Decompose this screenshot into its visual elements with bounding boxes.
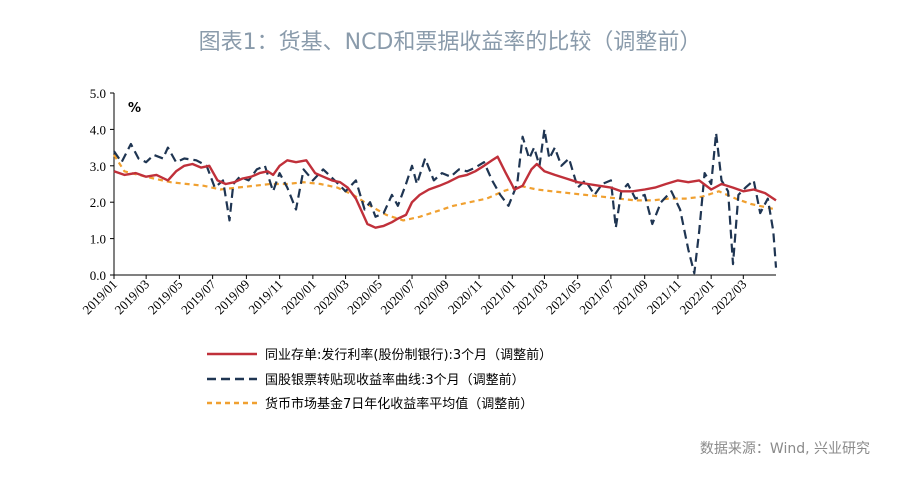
- x-tick-label: 2021/05: [543, 277, 584, 318]
- series-line-1: [113, 155, 777, 229]
- x-tick-label: 2019/11: [245, 277, 285, 317]
- legend-label-2: 国股银票转贴现收益率曲线:3个月（调整前）: [265, 372, 525, 388]
- legend-label-1: 同业存单:发行利率(股份制银行):3个月（调整前）: [265, 347, 552, 363]
- y-tick-label: 3.0: [90, 159, 106, 174]
- chart-title: 图表1：货基、NCD和票据收益率的比较（调整前）: [198, 30, 702, 55]
- x-tick-label: 2020/03: [311, 277, 352, 318]
- x-tick-label: 2020/11: [445, 277, 485, 317]
- legend-label-3: 货币市场基金7日年化收益率平均值（调整前）: [265, 396, 533, 412]
- chart-series: [113, 128, 778, 275]
- y-unit-label: %: [128, 101, 141, 116]
- source-note: 数据来源：Wind, 兴业研究: [699, 441, 870, 457]
- x-tick-label: 2021/09: [610, 277, 651, 318]
- x-tick-label: 2020/09: [411, 277, 452, 318]
- x-tick-label: 2021/01: [478, 277, 519, 318]
- x-tick-label: 2021/07: [576, 276, 617, 317]
- x-tick-label: 2019/09: [212, 277, 253, 318]
- y-tick-label: 1.0: [90, 232, 106, 247]
- series-line-2: [113, 128, 778, 275]
- x-tick-label: 2020/05: [344, 277, 385, 318]
- x-tick-label: 2020/01: [278, 277, 319, 318]
- x-tick-label: 2019/03: [112, 277, 153, 318]
- series-line-3: [113, 154, 777, 222]
- x-tick-label: 2019/05: [145, 277, 186, 318]
- chart-legend: 同业存单:发行利率(股份制银行):3个月（调整前） 国股银票转贴现收益率曲线:3个…: [207, 347, 552, 412]
- y-tick-label: 2.0: [90, 195, 106, 210]
- x-tick-label: 2022/01: [677, 277, 718, 318]
- x-tick-label: 2020/07: [377, 276, 418, 317]
- x-tick-label: 2022/03: [709, 277, 750, 318]
- y-tick-label: 5.0: [90, 86, 106, 101]
- x-tick-label: 2019/07: [178, 276, 219, 317]
- x-tick-label: 2021/03: [510, 277, 551, 318]
- y-tick-label: 0.0: [90, 268, 106, 283]
- y-tick-label: 4.0: [90, 122, 106, 137]
- chart-axes: 0.01.02.03.04.05.02019/012019/032019/052…: [79, 86, 776, 317]
- x-tick-label: 2021/11: [644, 277, 684, 317]
